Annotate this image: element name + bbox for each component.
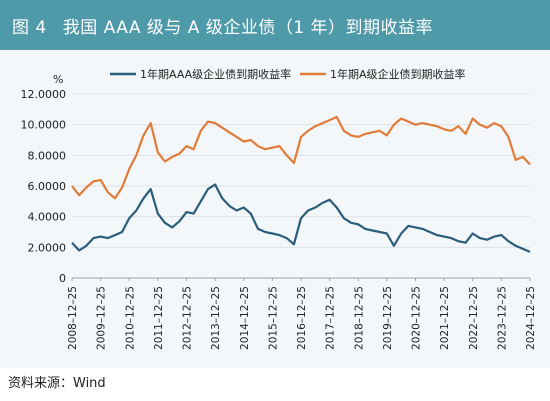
series-lines <box>71 115 531 253</box>
x-tick-label: 2018–12–25 <box>353 286 365 350</box>
x-tick-label: 2015–12–25 <box>267 286 279 350</box>
x-tick-label: 2024–12–25 <box>525 286 537 350</box>
y-tick-label: 6.0000 <box>28 180 67 193</box>
x-tick-label: 2017–12–25 <box>325 286 337 350</box>
figure-title-bar: 图 4 我国 AAA 级与 A 级企业债（1 年）到期收益率 <box>0 0 550 50</box>
x-tick-label: 2013–12–25 <box>210 286 222 350</box>
legend: 1年期AAA级企业债到期收益率 1年期A级企业债到期收益率 <box>110 67 466 81</box>
x-tick-label: 2011–12–25 <box>153 286 165 350</box>
x-tick-label: 2012–12–25 <box>182 286 194 350</box>
legend-label: 1年期A级企业债到期收益率 <box>330 67 466 81</box>
y-tick-label: 8.0000 <box>28 149 67 162</box>
x-tick-label: 2014–12–25 <box>239 286 251 350</box>
line-chart: 02.00004.00006.00008.000010.000012.0000 … <box>21 67 538 350</box>
x-tick-label: 2021–12–25 <box>439 286 451 350</box>
figure-number: 图 4 <box>12 17 47 38</box>
grid-lines <box>72 93 530 279</box>
x-tick-label: 2010–12–25 <box>124 286 136 350</box>
figure-title: 我国 AAA 级与 A 级企业债（1 年）到期收益率 <box>62 17 434 38</box>
chart-area: 0 2.0000 4.0000 6.0000 8.0000 10.0000 12.0000 … <box>0 50 550 368</box>
y-tick-label: 0 <box>59 272 66 285</box>
series-line <box>71 115 531 200</box>
legend-label: 1年期AAA级企业债到期收益率 <box>140 67 291 81</box>
x-tick-label: 2022–12–25 <box>468 286 480 350</box>
x-tick-label: 2009–12–25 <box>96 286 108 350</box>
x-tick-label: 2019–12–25 <box>382 286 394 350</box>
source-note: 资料来源：Wind <box>8 376 106 391</box>
x-tick-label: 2020–12–25 <box>411 286 423 350</box>
y-axis-label: % <box>53 73 63 86</box>
y-tick-label: 2.0000 <box>28 241 67 254</box>
x-tick-label: 2016–12–25 <box>296 286 308 350</box>
y-tick-label: 4.0000 <box>28 211 67 224</box>
y-tick-label: 10.0000 <box>21 119 67 132</box>
y-tick-label: 12.0000 <box>21 88 67 101</box>
x-tick-labels: 2008–12–25 2009–12–25 2010–12–25 2011–12–25… <box>67 278 537 350</box>
y-tick-labels: 0 2.0000 4.0000 6.0000 8.0000 10.0000 12.0000 <box>21 88 67 285</box>
series-line <box>71 183 531 253</box>
x-tick-label: 2008–12–25 <box>67 286 79 350</box>
x-tick-label: 2023–12–25 <box>496 286 508 350</box>
